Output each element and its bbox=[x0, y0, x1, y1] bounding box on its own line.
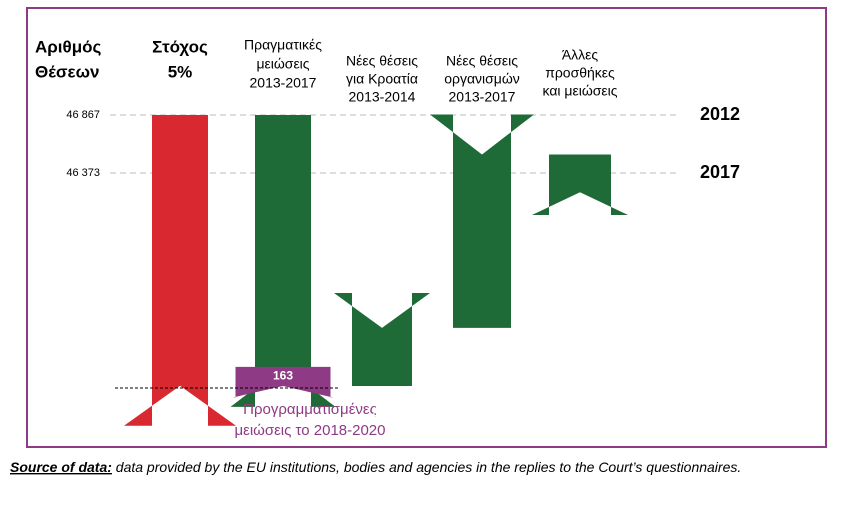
value-label: 163 bbox=[273, 369, 293, 383]
value-label: 2 306 bbox=[165, 500, 195, 511]
value-label: 1 477 bbox=[467, 407, 497, 421]
category-label: μειώσεις το 2018-2020 bbox=[234, 422, 385, 439]
category-label: Προγραμματισμένες bbox=[243, 401, 377, 418]
arrow bbox=[230, 115, 336, 407]
value-label: 495 bbox=[372, 407, 392, 421]
category-label: και μειώσεις bbox=[542, 83, 617, 99]
y-tick-label: 46 867 bbox=[66, 109, 100, 121]
source-text: data provided by the EU institutions, bo… bbox=[112, 459, 741, 475]
source: Source of data: data provided by the EU … bbox=[10, 459, 741, 475]
value-label: 322 bbox=[570, 201, 590, 215]
frame bbox=[26, 7, 827, 448]
category-label: Νέες θέσεις bbox=[346, 53, 418, 69]
category-label: μειώσεις bbox=[256, 56, 309, 72]
arrow bbox=[334, 292, 430, 386]
y-axis-label: Θέσεων bbox=[35, 62, 99, 81]
category-label: Πραγματικές bbox=[244, 37, 322, 53]
y-axis-label: Αριθμός bbox=[35, 37, 101, 56]
value-label: 2 145 bbox=[268, 472, 298, 486]
category-label: Άλλες bbox=[562, 47, 599, 63]
category-label: προσθήκες bbox=[545, 65, 615, 81]
category-label: Νέες θέσεις bbox=[446, 53, 518, 69]
category-label: 2013-2014 bbox=[349, 89, 416, 105]
category-label: 2013-2017 bbox=[250, 75, 317, 91]
category-label: για Κροατία bbox=[346, 71, 418, 87]
category-label: 5% bbox=[168, 62, 193, 81]
category-label: 2013-2017 bbox=[449, 89, 516, 105]
category-label: οργανισμών bbox=[444, 71, 520, 87]
y-tick-label: 46 373 bbox=[66, 167, 100, 179]
year-label: 2017 bbox=[700, 162, 740, 182]
arrow bbox=[233, 366, 333, 398]
arrow bbox=[532, 154, 628, 215]
year-label: 2012 bbox=[700, 104, 740, 124]
arrow bbox=[124, 115, 236, 426]
category-label: Στόχος bbox=[152, 37, 208, 56]
source-lead: Source of data: bbox=[10, 459, 112, 475]
arrow bbox=[430, 114, 534, 328]
